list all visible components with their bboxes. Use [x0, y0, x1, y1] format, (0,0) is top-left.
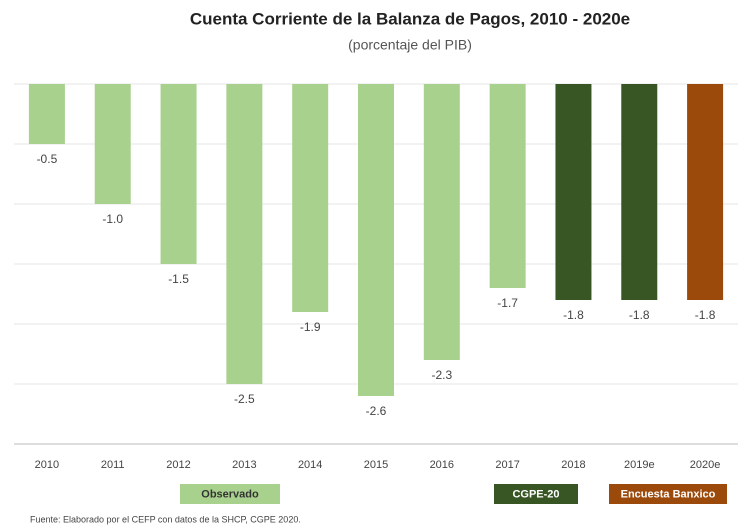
bar [687, 84, 724, 300]
x-tick-label: 2010 [35, 459, 59, 471]
x-tick-label: 2020e [690, 459, 721, 471]
legend-label: Encuesta Banxico [621, 488, 716, 500]
value-label: -1.5 [168, 272, 189, 286]
value-label: -1.0 [102, 212, 123, 226]
value-label: -2.5 [234, 392, 255, 406]
value-label: -1.8 [629, 308, 650, 322]
x-tick-label: 2016 [430, 459, 454, 471]
source-note: Fuente: Elaborado por el CEFP con datos … [30, 514, 301, 524]
bar [621, 84, 658, 300]
value-label: -1.9 [300, 320, 321, 334]
bar [28, 84, 65, 144]
chart-subtitle: (porcentaje del PIB) [348, 37, 472, 53]
bar [226, 84, 263, 384]
bar [489, 84, 526, 288]
chart-title: Cuenta Corriente de la Balanza de Pagos,… [190, 9, 630, 28]
value-label: -2.3 [431, 368, 452, 382]
bar [555, 84, 592, 300]
x-tick-label: 2018 [561, 459, 585, 471]
x-tick-label: 2012 [166, 459, 190, 471]
bar [160, 84, 197, 264]
bar [292, 84, 329, 312]
value-label: -1.8 [563, 308, 584, 322]
bar [358, 84, 394, 396]
legend-swatch [494, 484, 578, 504]
x-tick-label: 2014 [298, 459, 322, 471]
value-label: -1.8 [695, 308, 716, 322]
value-label: -0.5 [37, 152, 58, 166]
x-tick-label: 2015 [364, 459, 388, 471]
value-label: -2.6 [366, 404, 387, 418]
x-tick-label: 2019e [624, 459, 655, 471]
x-tick-label: 2013 [232, 459, 256, 471]
legend-swatch [180, 484, 280, 504]
legend-label: Observado [201, 488, 259, 500]
value-label: -1.7 [497, 296, 518, 310]
bar [94, 84, 131, 204]
bar [423, 84, 460, 360]
x-tick-label: 2011 [101, 459, 125, 471]
x-tick-label: 2017 [495, 459, 519, 471]
legend-label: CGPE-20 [512, 488, 559, 500]
legend-swatch [609, 484, 727, 504]
